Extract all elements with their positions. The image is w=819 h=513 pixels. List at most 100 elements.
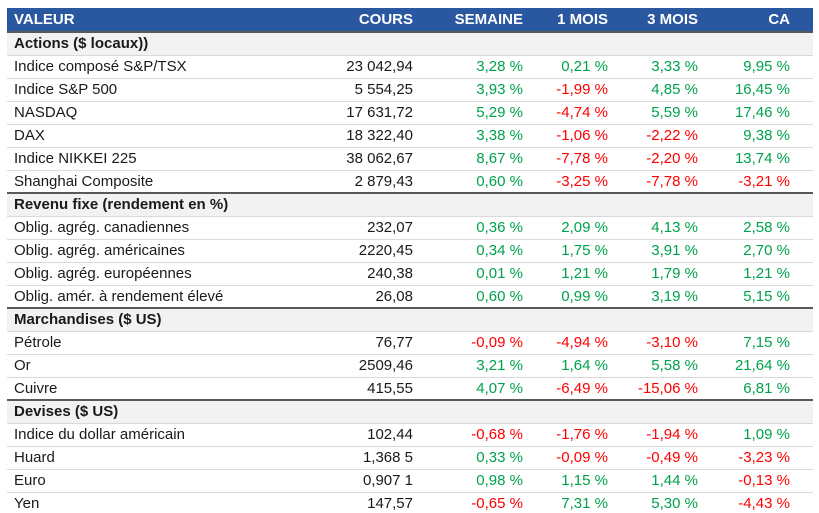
3mois-change: -2,22 % (610, 124, 700, 148)
ca-change: 2,58 % (700, 216, 813, 240)
1mois-change: 1,21 % (525, 262, 610, 286)
section-title: Devises ($ US) (7, 399, 813, 424)
row-label: Oblig. agrég. européennes (7, 262, 342, 286)
row-label: Or (7, 354, 342, 378)
semaine-change: 3,21 % (415, 354, 525, 378)
1mois-change: -3,25 % (525, 170, 610, 194)
semaine-change: -0,09 % (415, 331, 525, 355)
table-row: Indice S&P 500 5 554,25 3,93 % -1,99 % 4,85 … (7, 78, 813, 102)
ca-change: 6,81 % (700, 377, 813, 401)
section-title: Actions ($ locaux)) (7, 31, 813, 56)
1mois-change: 0,99 % (525, 285, 610, 309)
semaine-change: 0,98 % (415, 469, 525, 493)
row-label: Oblig. agrég. canadiennes (7, 216, 342, 240)
col-header-cours: COURS (342, 8, 415, 32)
1mois-change: 7,31 % (525, 492, 610, 513)
ca-change: -3,23 % (700, 446, 813, 470)
ca-change: -4,43 % (700, 492, 813, 513)
cours-value: 38 062,67 (342, 147, 415, 171)
3mois-change: -7,78 % (610, 170, 700, 194)
row-label: Oblig. amér. à rendement élevé (7, 285, 342, 309)
3mois-change: 3,91 % (610, 239, 700, 263)
3mois-change: 5,58 % (610, 354, 700, 378)
3mois-change: 4,85 % (610, 78, 700, 102)
3mois-change: -3,10 % (610, 331, 700, 355)
3mois-change: 3,33 % (610, 55, 700, 79)
row-label: Indice composé S&P/TSX (7, 55, 342, 79)
table-header-row: VALEUR COURS SEMAINE 1 MOIS 3 MOIS CA (7, 8, 813, 32)
ca-change: 5,15 % (700, 285, 813, 309)
semaine-change: 0,33 % (415, 446, 525, 470)
ca-change: -0,13 % (700, 469, 813, 493)
3mois-change: -2,20 % (610, 147, 700, 171)
table-row: Oblig. agrég. américaines 2220,45 0,34 % 1,… (7, 239, 813, 263)
1mois-change: 1,75 % (525, 239, 610, 263)
cours-value: 147,57 (342, 492, 415, 513)
1mois-change: 1,15 % (525, 469, 610, 493)
1mois-change: 1,64 % (525, 354, 610, 378)
table-row: NASDAQ 17 631,72 5,29 % -4,74 % 5,59 % 17,46 … (7, 101, 813, 125)
3mois-change: 5,59 % (610, 101, 700, 125)
section-title: Marchandises ($ US) (7, 307, 813, 332)
table-row: Oblig. agrég. européennes 240,38 0,01 % 1,2… (7, 262, 813, 286)
semaine-change: 5,29 % (415, 101, 525, 125)
ca-change: 1,09 % (700, 423, 813, 447)
ca-change: 1,21 % (700, 262, 813, 286)
table-row: Cuivre 415,55 4,07 % -6,49 % -15,06 % 6,81 % (7, 377, 813, 401)
3mois-change: -0,49 % (610, 446, 700, 470)
ca-change: 2,70 % (700, 239, 813, 263)
table-row: Yen 147,57 -0,65 % 7,31 % 5,30 % -4,43 % (7, 492, 813, 513)
1mois-change: 2,09 % (525, 216, 610, 240)
semaine-change: 3,38 % (415, 124, 525, 148)
row-label: Oblig. agrég. américaines (7, 239, 342, 263)
row-label: Euro (7, 469, 342, 493)
cours-value: 2509,46 (342, 354, 415, 378)
market-table-container: VALEUR COURS SEMAINE 1 MOIS 3 MOIS CA Ac… (7, 8, 813, 513)
col-header-semaine: SEMAINE (415, 8, 525, 32)
cours-value: 240,38 (342, 262, 415, 286)
3mois-change: 1,44 % (610, 469, 700, 493)
table-row: Indice composé S&P/TSX 23 042,94 3,28 % 0,2… (7, 55, 813, 79)
row-label: Cuivre (7, 377, 342, 401)
ca-change: 21,64 % (700, 354, 813, 378)
row-label: NASDAQ (7, 101, 342, 125)
row-label: Indice NIKKEI 225 (7, 147, 342, 171)
row-label: Huard (7, 446, 342, 470)
cours-value: 26,08 (342, 285, 415, 309)
col-header-valeur: VALEUR (7, 8, 342, 32)
cours-value: 415,55 (342, 377, 415, 401)
1mois-change: -6,49 % (525, 377, 610, 401)
row-label: DAX (7, 124, 342, 148)
table-row: Huard 1,368 5 0,33 % -0,09 % -0,49 % -3,23 % (7, 446, 813, 470)
cours-value: 2220,45 (342, 239, 415, 263)
col-header-1mois: 1 MOIS (525, 8, 610, 32)
3mois-change: 3,19 % (610, 285, 700, 309)
semaine-change: 0,60 % (415, 170, 525, 194)
table-row: Pétrole 76,77 -0,09 % -4,94 % -3,10 % 7,15 % (7, 331, 813, 355)
semaine-change: -0,65 % (415, 492, 525, 513)
cours-value: 1,368 5 (342, 446, 415, 470)
section-title: Revenu fixe (rendement en %) (7, 192, 813, 217)
3mois-change: -15,06 % (610, 377, 700, 401)
col-header-3mois: 3 MOIS (610, 8, 700, 32)
section-header-row: Devises ($ US) (7, 399, 813, 424)
3mois-change: -1,94 % (610, 423, 700, 447)
1mois-change: -1,06 % (525, 124, 610, 148)
semaine-change: 0,60 % (415, 285, 525, 309)
1mois-change: -4,94 % (525, 331, 610, 355)
market-table: VALEUR COURS SEMAINE 1 MOIS 3 MOIS CA Ac… (7, 8, 813, 513)
ca-change: -3,21 % (700, 170, 813, 194)
ca-change: 17,46 % (700, 101, 813, 125)
semaine-change: 0,34 % (415, 239, 525, 263)
1mois-change: 0,21 % (525, 55, 610, 79)
table-row: Indice du dollar américain 102,44 -0,68 % -… (7, 423, 813, 447)
cours-value: 232,07 (342, 216, 415, 240)
1mois-change: -1,76 % (525, 423, 610, 447)
cours-value: 102,44 (342, 423, 415, 447)
cours-value: 0,907 1 (342, 469, 415, 493)
cours-value: 5 554,25 (342, 78, 415, 102)
table-row: Or 2509,46 3,21 % 1,64 % 5,58 % 21,64 % (7, 354, 813, 378)
semaine-change: 0,01 % (415, 262, 525, 286)
row-label: Indice S&P 500 (7, 78, 342, 102)
table-row: Oblig. amér. à rendement élevé 26,08 0,60 … (7, 285, 813, 309)
